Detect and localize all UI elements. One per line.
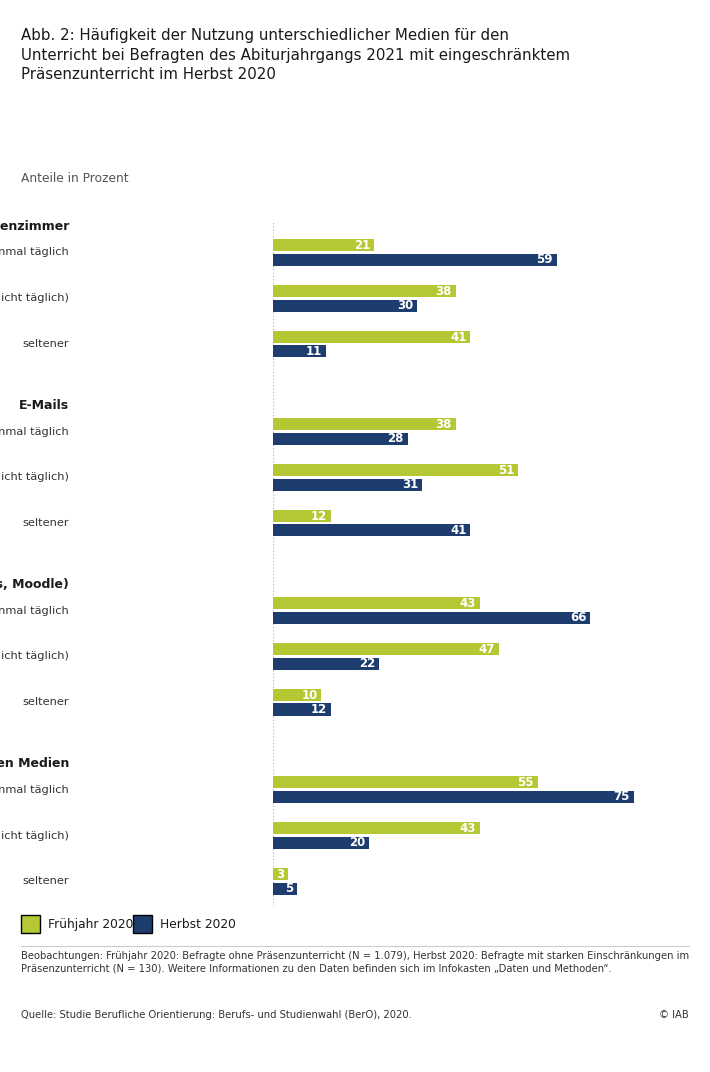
Text: 3: 3 [275, 867, 284, 881]
Bar [273, 822, 480, 834]
Text: 41: 41 [450, 330, 466, 344]
Text: Quelle: Studie Berufliche Orientierung: Berufs- und Studienwahl (BerO), 2020.: Quelle: Studie Berufliche Orientierung: … [21, 1010, 413, 1019]
Text: mindestens einmal täglich: mindestens einmal täglich [0, 785, 70, 794]
Text: Beobachtungen: Frühjahr 2020: Befragte ohne Präsenzunterricht (N = 1.079), Herbs: Beobachtungen: Frühjahr 2020: Befragte o… [21, 951, 689, 973]
Text: 28: 28 [388, 432, 404, 445]
Text: 21: 21 [354, 239, 371, 252]
Bar [273, 239, 374, 251]
Text: Abb. 2: Häufigkeit der Nutzung unterschiedlicher Medien für den
Unterricht bei B: Abb. 2: Häufigkeit der Nutzung unterschi… [21, 28, 570, 83]
Text: Onlinekurse/Digitales Klassenzimmer: Onlinekurse/Digitales Klassenzimmer [0, 220, 70, 233]
Text: mindestens einmal wöchentlich (nicht täglich): mindestens einmal wöchentlich (nicht täg… [0, 294, 70, 303]
Text: mindestens einmal täglich: mindestens einmal täglich [0, 248, 70, 257]
Text: 38: 38 [436, 418, 452, 431]
Text: seltener: seltener [23, 518, 70, 528]
Text: mindestens einmal wöchentlich (nicht täglich): mindestens einmal wöchentlich (nicht täg… [0, 831, 70, 840]
Text: 75: 75 [613, 790, 630, 803]
Text: 43: 43 [459, 597, 476, 610]
Text: mindestens einmal wöchentlich (nicht täglich): mindestens einmal wöchentlich (nicht täg… [0, 473, 70, 482]
Text: 51: 51 [498, 464, 515, 477]
Text: E-Mails: E-Mails [19, 399, 70, 412]
Text: 12: 12 [311, 703, 327, 716]
Bar [273, 433, 408, 445]
Text: © IAB: © IAB [659, 1010, 689, 1019]
Text: 38: 38 [436, 285, 452, 298]
Text: 11: 11 [306, 345, 322, 358]
Text: Frühjahr 2020: Frühjahr 2020 [48, 918, 133, 930]
Text: 31: 31 [402, 478, 418, 491]
Bar [273, 478, 422, 491]
Bar [273, 776, 537, 789]
Bar [273, 836, 369, 849]
Text: 30: 30 [398, 299, 414, 312]
Bar [273, 689, 322, 701]
Text: 59: 59 [536, 253, 553, 266]
Text: Onlineplattform (Mebis, Moodle): Onlineplattform (Mebis, Moodle) [0, 578, 70, 591]
Bar [273, 345, 326, 357]
Text: 55: 55 [517, 776, 534, 789]
Text: mindestens einmal täglich: mindestens einmal täglich [0, 427, 70, 436]
Text: Anteile in Prozent: Anteile in Prozent [21, 172, 129, 184]
Bar [273, 524, 470, 536]
Text: 47: 47 [479, 643, 496, 656]
Bar [273, 791, 633, 803]
Text: 66: 66 [570, 611, 586, 624]
Bar [273, 299, 417, 312]
Text: seltener: seltener [23, 877, 70, 887]
Bar [273, 657, 379, 670]
Text: ein beliebiges der genannten Medien: ein beliebiges der genannten Medien [0, 757, 70, 770]
Bar [273, 597, 480, 610]
Text: 41: 41 [450, 524, 466, 537]
Bar [273, 331, 470, 343]
Text: seltener: seltener [23, 339, 70, 349]
Bar [273, 882, 297, 894]
Text: 20: 20 [349, 836, 366, 849]
Text: 10: 10 [301, 688, 317, 702]
Text: mindestens einmal täglich: mindestens einmal täglich [0, 606, 70, 615]
Bar [273, 868, 288, 880]
Bar [273, 418, 456, 430]
Bar [273, 254, 557, 266]
Text: Herbst 2020: Herbst 2020 [160, 918, 236, 930]
Bar [273, 643, 499, 655]
Bar [273, 510, 331, 522]
Text: mindestens einmal wöchentlich (nicht täglich): mindestens einmal wöchentlich (nicht täg… [0, 652, 70, 661]
Bar [273, 285, 456, 297]
Bar [273, 464, 518, 476]
Text: 12: 12 [311, 509, 327, 523]
Bar [273, 703, 331, 715]
Bar [273, 612, 590, 624]
Text: 22: 22 [359, 657, 375, 670]
Text: seltener: seltener [23, 698, 70, 708]
Text: 43: 43 [459, 822, 476, 835]
Text: 5: 5 [285, 882, 293, 895]
